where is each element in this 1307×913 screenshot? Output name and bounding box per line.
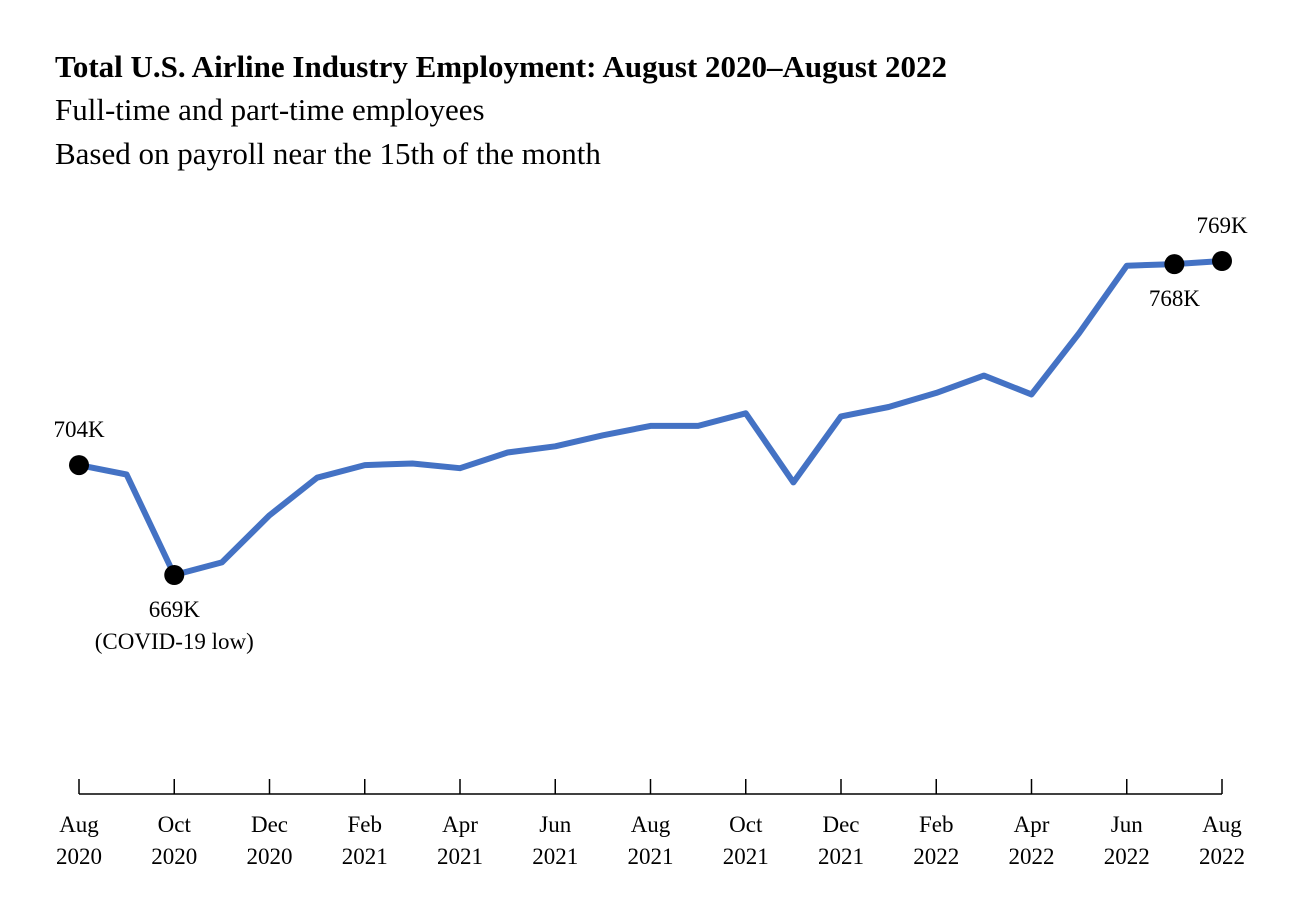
x-tick-label-month: Jun [1111, 812, 1143, 837]
x-tick-label-year: 2021 [723, 844, 769, 869]
plot-area: Aug 2020 Oct 2020 Dec 2020 Feb 2021 Apr 2021 Jun 20… [53, 213, 1248, 869]
x-tick-label-month: Dec [251, 812, 288, 837]
x-tick-label-year: 2020 [151, 844, 197, 869]
x-tick-label-year: 2021 [818, 844, 864, 869]
x-tick-label-month: Jun [539, 812, 571, 837]
chart-title: Total U.S. Airline Industry Employment: … [55, 49, 947, 84]
x-tick-label-month: Feb [348, 812, 383, 837]
x-tick-label-year: 2022 [1199, 844, 1245, 869]
x-tick-label-month: Oct [158, 812, 192, 837]
data-point-label: (COVID-19 low) [95, 629, 254, 654]
x-tick-label-month: Feb [919, 812, 954, 837]
data-point-label: 669K [149, 597, 201, 622]
data-point-label: 769K [1196, 213, 1248, 238]
x-tick-label-year: 2021 [628, 844, 674, 869]
chart-subtitle-line-2: Based on payroll near the 15th of the mo… [55, 136, 601, 171]
x-tick-label-year: 2022 [913, 844, 959, 869]
x-tick-label-month: Apr [1014, 812, 1050, 837]
x-tick-label-month: Dec [822, 812, 859, 837]
x-tick-label-year: 2021 [437, 844, 483, 869]
data-point-marker [164, 565, 185, 585]
x-tick-label-month: Apr [442, 812, 478, 837]
x-tick-label-year: 2021 [342, 844, 388, 869]
x-tick-label-year: 2020 [56, 844, 102, 869]
chart-subtitle-line-1: Full-time and part-time employees [55, 92, 485, 127]
x-tick-label-year: 2022 [1009, 844, 1055, 869]
x-tick-label-year: 2021 [532, 844, 578, 869]
data-point-label: 704K [53, 417, 105, 442]
data-point-marker [69, 455, 89, 476]
x-tick-label-month: Oct [729, 812, 763, 837]
data-point-label: 768K [1149, 286, 1201, 311]
data-point-marker [1212, 251, 1232, 271]
x-tick-label-month: Aug [631, 812, 671, 837]
data-point-marker [1164, 254, 1185, 275]
x-tick-label-month: Aug [1202, 812, 1242, 837]
x-tick-label-year: 2022 [1104, 844, 1150, 869]
employment-series-line [76, 258, 1225, 578]
x-tick-label-year: 2020 [247, 844, 293, 869]
x-tick-label-month: Aug [59, 812, 99, 837]
